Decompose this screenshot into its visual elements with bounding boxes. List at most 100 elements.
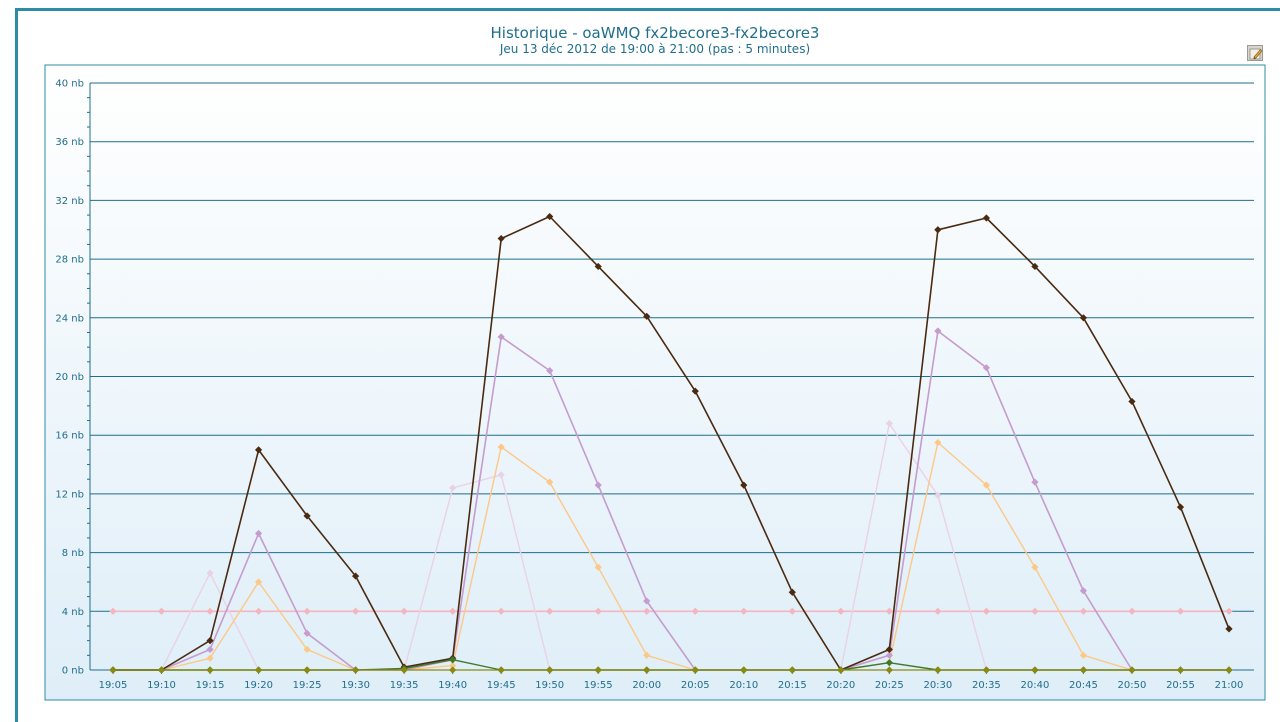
y-tick-label: 4 nb — [62, 607, 84, 618]
data-point — [546, 212, 554, 221]
data-point — [254, 446, 263, 454]
data-point — [788, 666, 796, 674]
data-point — [982, 214, 990, 222]
data-point — [497, 666, 505, 674]
y-tick-label: 0 nb — [62, 666, 84, 677]
data-point — [303, 512, 311, 520]
x-tick-label: 19:40 — [438, 680, 467, 691]
x-tick-label: 19:55 — [584, 680, 613, 691]
data-point — [1225, 625, 1233, 633]
data-point — [109, 666, 117, 674]
data-point — [1079, 607, 1088, 615]
y-tick-label: 28 nb — [55, 255, 84, 266]
data-point — [885, 651, 893, 659]
x-tick-label: 20:35 — [972, 680, 1001, 691]
series-line-5 — [113, 215, 1230, 671]
data-point — [982, 607, 990, 615]
data-point — [934, 666, 942, 674]
data-point — [982, 666, 990, 674]
x-tick-label: 19:05 — [99, 680, 128, 691]
data-point — [1176, 607, 1185, 615]
data-point — [157, 666, 166, 674]
x-tick-label: 21:00 — [1215, 680, 1244, 691]
data-point — [546, 367, 554, 375]
x-tick-label: 20:45 — [1069, 680, 1098, 691]
data-point — [934, 327, 942, 335]
y-tick-label: 32 nb — [55, 196, 84, 207]
data-point — [934, 491, 942, 499]
x-tick-label: 20:20 — [826, 680, 855, 691]
data-point — [740, 607, 748, 615]
data-point — [691, 666, 699, 674]
data-point — [254, 578, 263, 586]
data-point — [885, 419, 893, 428]
data-point — [497, 471, 505, 479]
series-line-3 — [113, 441, 1229, 671]
data-point — [254, 607, 263, 615]
data-point — [1176, 503, 1185, 511]
data-point — [982, 364, 990, 372]
data-point — [449, 656, 457, 664]
x-tick-label: 20:10 — [729, 680, 758, 691]
data-point — [254, 666, 263, 674]
edit-chart-button[interactable] — [1247, 45, 1263, 61]
y-tick-label: 24 nb — [55, 313, 84, 324]
data-point — [449, 484, 457, 492]
data-point — [1031, 478, 1039, 486]
data-point — [352, 607, 360, 615]
data-point — [643, 666, 651, 674]
data-point — [1079, 651, 1088, 659]
x-tick-label: 19:25 — [293, 680, 322, 691]
data-point — [740, 481, 748, 489]
x-tick-label: 19:45 — [487, 680, 516, 691]
data-point — [885, 659, 893, 667]
chart-title: Historique - oaWMQ fx2becore3-fx2becore3 — [490, 24, 820, 42]
data-point — [1225, 666, 1233, 674]
data-point — [982, 481, 990, 489]
x-tick-label: 20:00 — [632, 680, 661, 691]
data-point — [934, 226, 942, 234]
data-point — [788, 607, 796, 615]
data-point — [497, 443, 505, 451]
data-point — [643, 607, 651, 615]
series-line-4 — [113, 330, 1229, 671]
data-point — [594, 262, 602, 271]
y-tick-label: 16 nb — [55, 431, 84, 442]
frame-top-border — [15, 8, 1280, 11]
y-tick-label: 12 nb — [55, 489, 84, 500]
y-tick-label: 40 nb — [55, 79, 84, 90]
data-point — [449, 661, 457, 670]
data-point — [1225, 607, 1233, 615]
data-point — [1031, 666, 1039, 674]
data-point — [1128, 666, 1136, 674]
data-point — [594, 481, 602, 489]
data-point — [157, 607, 166, 615]
data-point — [206, 607, 214, 615]
data-point — [546, 607, 554, 615]
data-point — [934, 607, 942, 615]
data-point — [740, 666, 748, 674]
data-point — [594, 563, 602, 571]
x-tick-label: 20:05 — [681, 680, 710, 691]
data-point — [594, 607, 602, 615]
data-point — [303, 629, 311, 637]
data-point — [546, 478, 554, 486]
x-tick-label: 20:25 — [875, 680, 904, 691]
data-point — [1079, 314, 1088, 322]
data-point — [643, 651, 651, 659]
data-point — [1079, 666, 1088, 674]
x-tick-label: 20:30 — [923, 680, 952, 691]
data-point — [497, 333, 505, 341]
data-point — [206, 637, 214, 645]
data-point — [206, 666, 214, 674]
data-point — [303, 607, 311, 615]
data-point — [643, 597, 651, 605]
data-point — [885, 607, 893, 615]
data-point — [303, 645, 311, 654]
plot-area — [44, 64, 1266, 701]
data-point — [206, 654, 214, 662]
x-tick-label: 20:40 — [1020, 680, 1049, 691]
data-point — [400, 607, 408, 615]
y-tick-label: 20 nb — [55, 372, 84, 383]
